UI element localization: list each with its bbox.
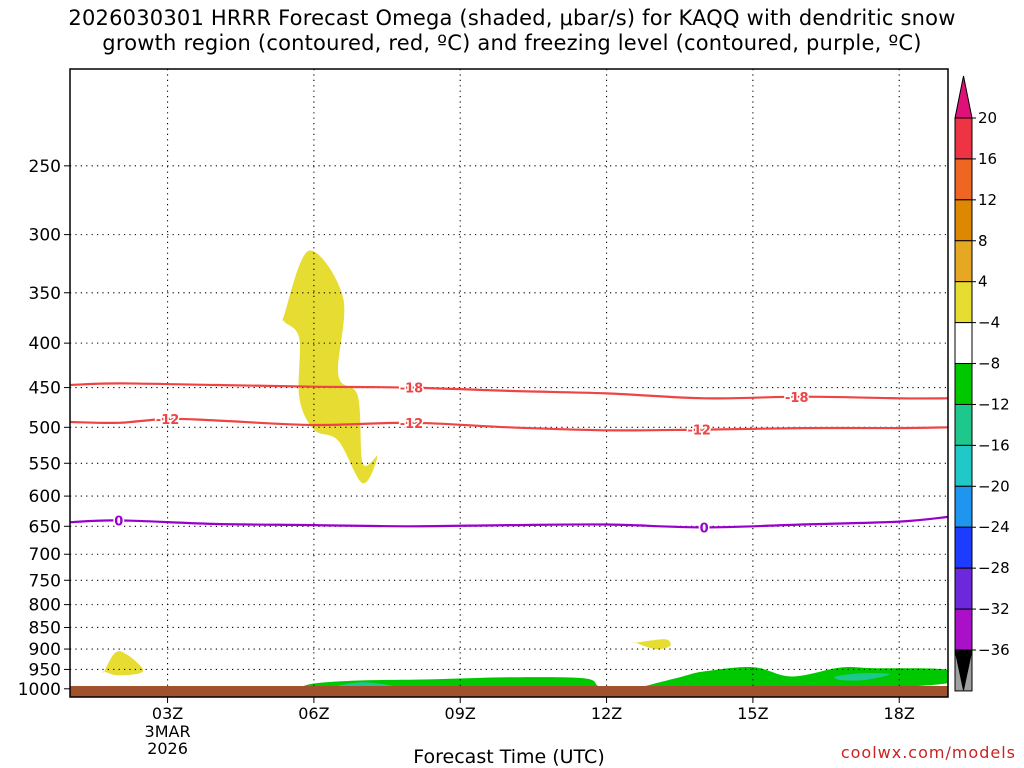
colorbar-label-5: −4 [978, 314, 1000, 332]
colorbar-label-10: −24 [978, 518, 1010, 536]
colorbar: 20 16 12 8 4 −4 −8 −12 −16 −20 −24 −28 −32 −36 [954, 75, 1010, 692]
x-tick-label-12Z: 12Z [591, 704, 622, 723]
chart-title: 2026030301 HRRR Forecast Omega (shaded, … [0, 6, 1024, 56]
colorbar-label-7: −12 [978, 395, 1010, 413]
x-tick-label-06Z: 06Z [298, 704, 329, 723]
y-tick-label-250: 250 [29, 157, 61, 177]
plot-frame [69, 68, 949, 698]
colorbar-swatch-12 [954, 608, 973, 651]
colorbar-swatch-11 [954, 567, 973, 610]
x-tick-label-15Z: 15Z [737, 704, 768, 723]
y-tick-label-650: 650 [29, 517, 61, 537]
contour-label-2-0: 0 [114, 514, 123, 529]
colorbar-label-13: −36 [978, 641, 1010, 659]
contour-label-1-0: -12 [156, 413, 180, 428]
colorbar-label-8: −16 [978, 436, 1010, 454]
colorbar-label-6: −8 [978, 355, 1000, 373]
colorbar-swatch-5 [954, 322, 973, 365]
contour-label-0-0: -18 [400, 382, 424, 397]
y-tick-label-400: 400 [29, 334, 61, 354]
colorbar-top-arrow [954, 75, 973, 119]
x-tick-label-09Z: 09Z [445, 704, 476, 723]
y-tick-label-900: 900 [29, 640, 61, 660]
colorbar-label-9: −20 [978, 477, 1010, 495]
colorbar-swatch-9 [954, 485, 973, 528]
y-tick-label-750: 750 [29, 571, 61, 591]
colorbar-swatch-7 [954, 403, 973, 446]
colorbar-label-0: 20 [978, 109, 997, 127]
temperature-contours: -18 -18 -12 -12 -12 0 0 [70, 380, 948, 538]
colorbar-bottom-arrow [954, 649, 973, 691]
chart-title-line-2: growth region (contoured, red, ºC) and f… [102, 31, 922, 55]
x-tick-sublabel-0: 3MAR [145, 722, 191, 741]
omega-region-2 [632, 639, 671, 650]
y-tick-label-800: 800 [29, 596, 61, 616]
contour-line-2 [70, 515, 948, 529]
x-axis-label: Forecast Time (UTC) [413, 746, 604, 768]
contour-label-0-1: -18 [785, 391, 809, 406]
x-tick-label-18Z: 18Z [884, 704, 915, 723]
y-tick-label-950: 950 [29, 660, 61, 680]
colorbar-swatch-3 [954, 240, 973, 283]
colorbar-swatch-6 [954, 363, 973, 405]
contour-label-1-1: -12 [400, 417, 424, 432]
x-tick-label-03Z: 03Z [152, 704, 183, 723]
contour-line-1 [70, 417, 948, 432]
x-tick-sublabel-1: 2026 [147, 739, 188, 758]
y-tick-label-500: 500 [29, 418, 61, 438]
colorbar-swatch-8 [954, 444, 973, 487]
omega-region-6 [834, 673, 890, 681]
colorbar-label-1: 16 [978, 150, 997, 168]
y-tick-label-450: 450 [29, 379, 61, 399]
contour-label-1-2: -12 [687, 424, 711, 439]
y-tick-label-600: 600 [29, 487, 61, 507]
chart-title-line-1: 2026030301 HRRR Forecast Omega (shaded, … [68, 6, 956, 30]
site-credit: coolwx.com/models [840, 743, 1016, 762]
grid-lines [70, 69, 948, 686]
y-tick-label-1000: 1000 [18, 680, 61, 700]
y-tick-label-300: 300 [29, 226, 61, 246]
omega-region-1 [102, 651, 144, 676]
contour-line-0 [70, 382, 948, 400]
contour-label-2-1: 0 [700, 521, 709, 536]
y-tick-label-350: 350 [29, 284, 61, 304]
surface-terrain [70, 686, 948, 697]
colorbar-label-2: 12 [978, 191, 997, 209]
colorbar-swatch-0 [954, 117, 973, 160]
y-tick-label-850: 850 [29, 618, 61, 638]
colorbar-label-3: 8 [978, 232, 988, 250]
colorbar-swatch-1 [954, 158, 973, 201]
colorbar-label-4: 4 [978, 273, 988, 291]
omega-shading [70, 250, 948, 697]
colorbar-label-12: −32 [978, 600, 1010, 618]
y-tick-label-550: 550 [29, 454, 61, 474]
colorbar-swatch-2 [954, 199, 973, 242]
colorbar-swatch-10 [954, 526, 973, 569]
y-tick-label-700: 700 [29, 545, 61, 565]
axes: 2503003504004505005506006507007508008509… [18, 68, 949, 768]
colorbar-label-11: −28 [978, 559, 1010, 577]
omega-region-0 [282, 250, 378, 484]
colorbar-swatch-4 [954, 281, 973, 324]
